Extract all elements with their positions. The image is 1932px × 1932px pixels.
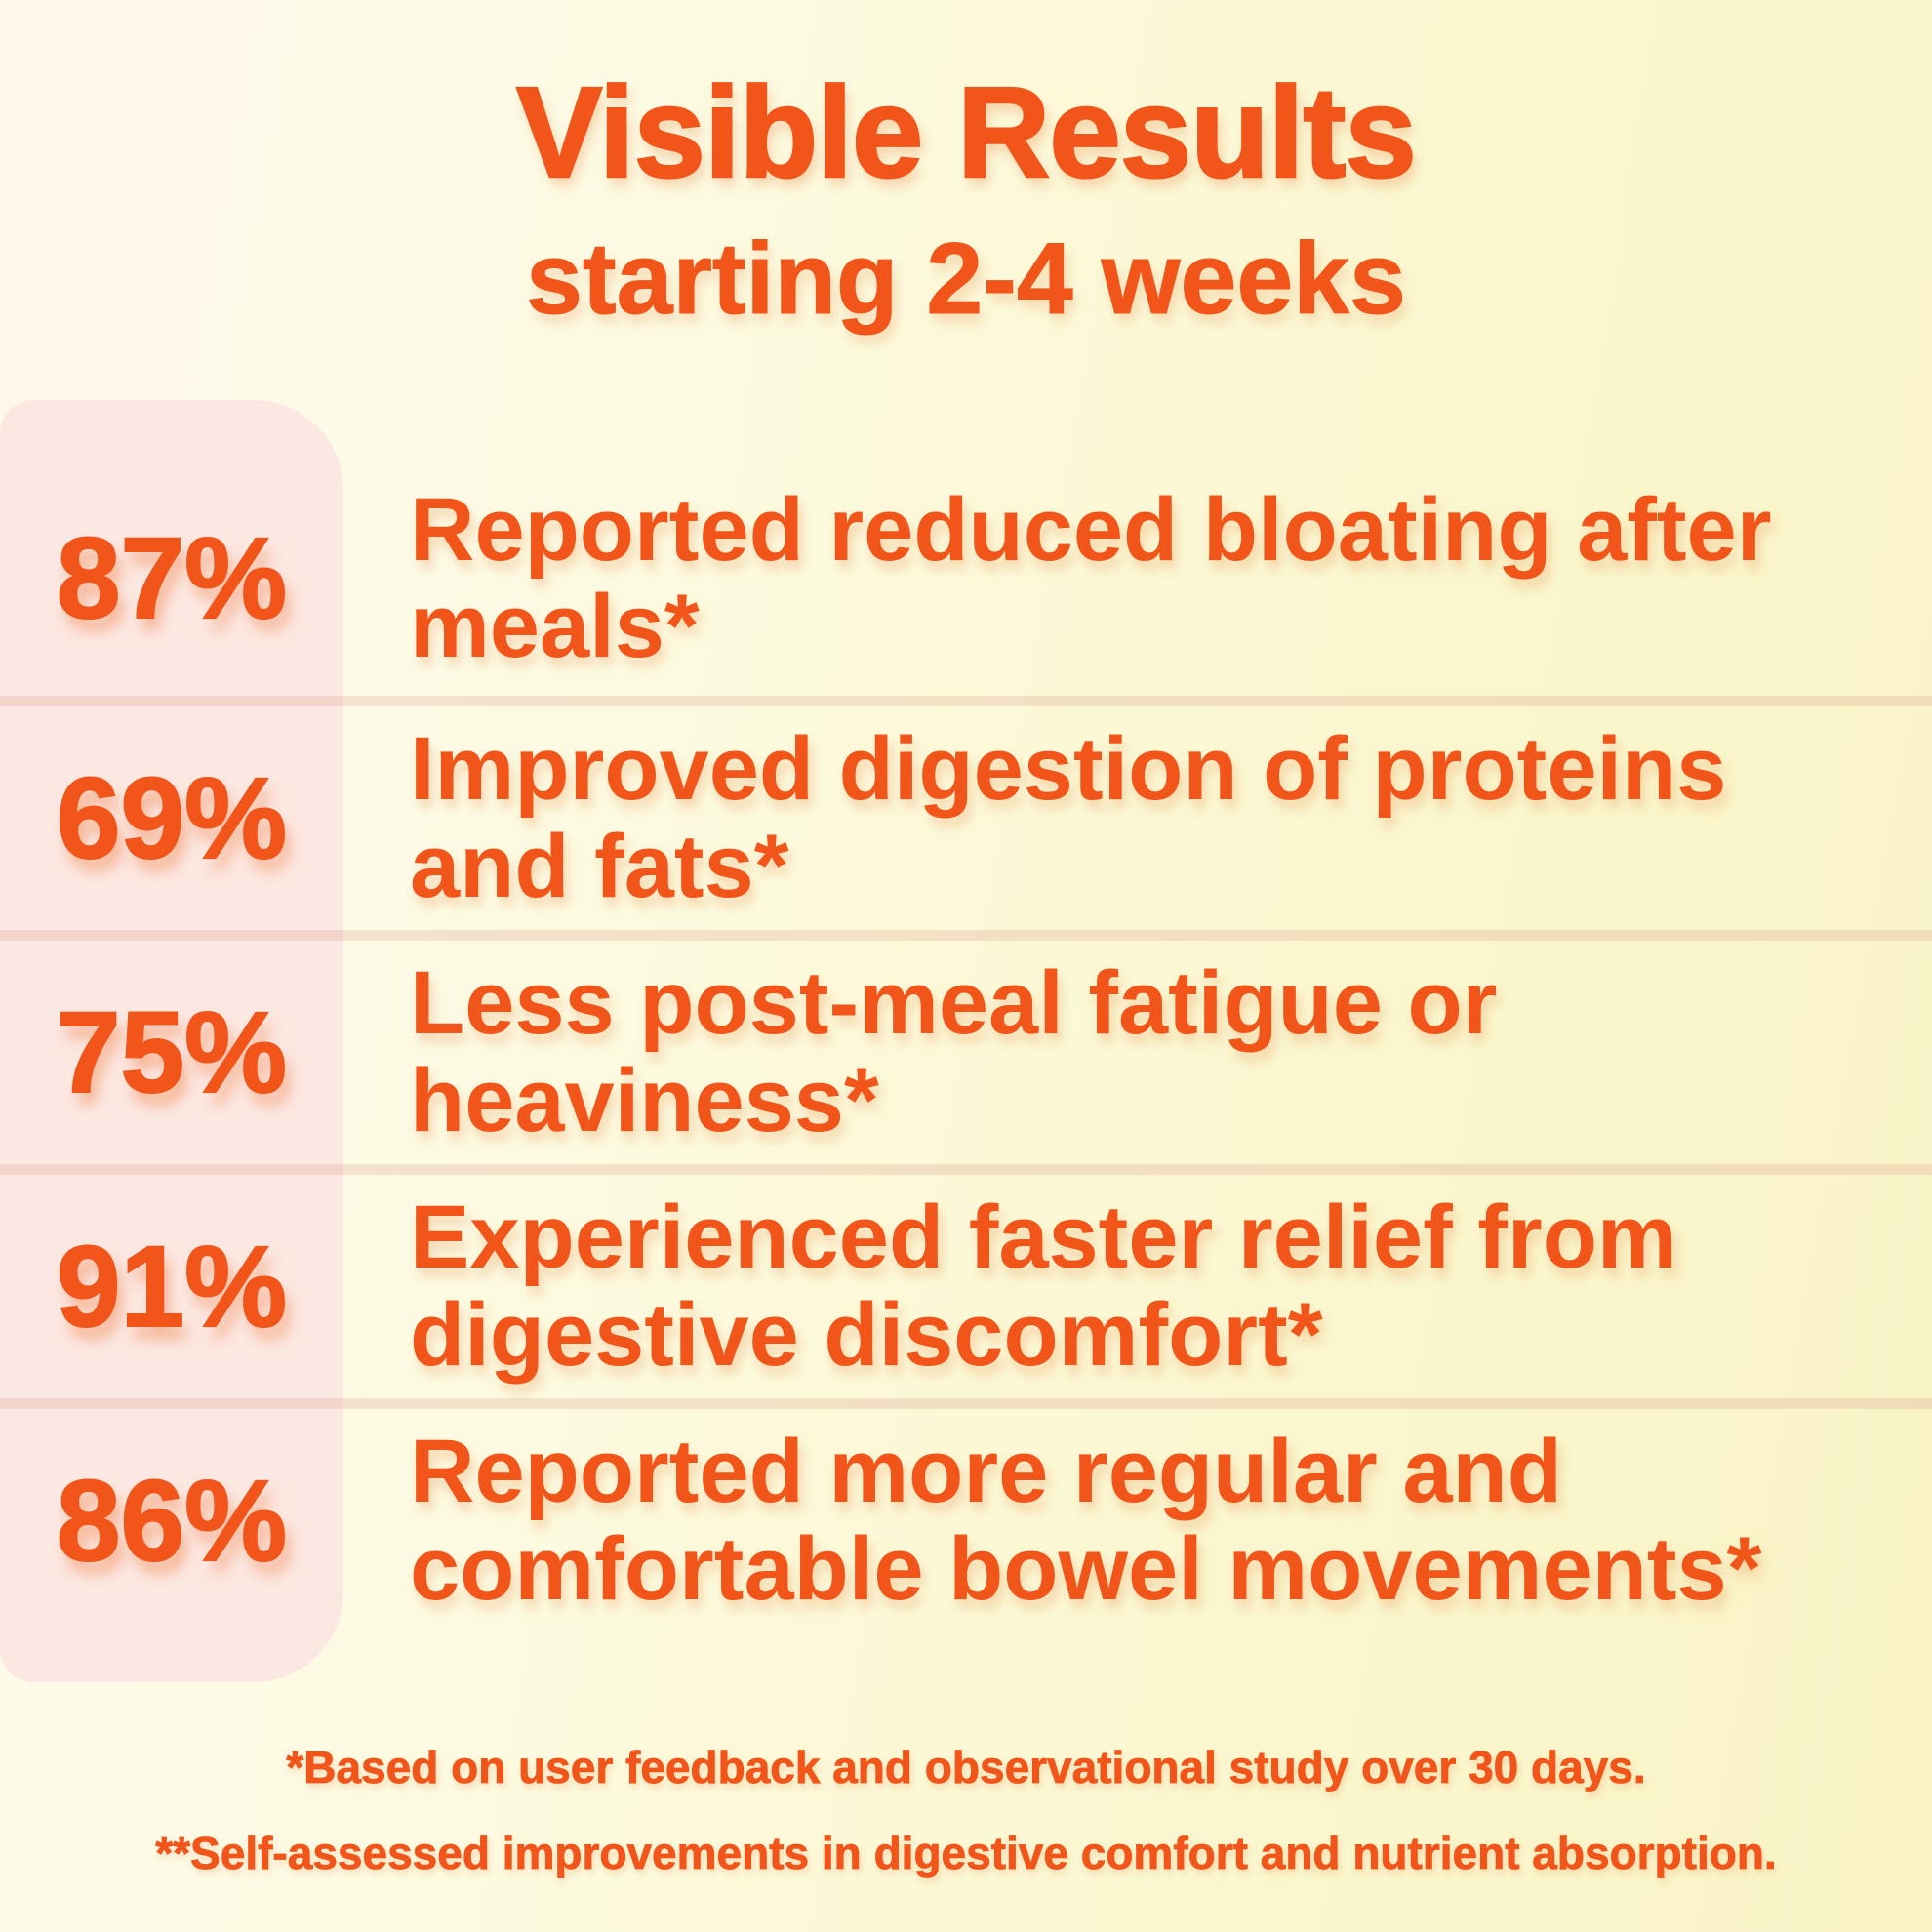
stat-percent: 75% (56, 987, 288, 1118)
stat-description-line: Reported reduced bloating after (410, 479, 1772, 580)
stat-description-line: Experienced faster relief from (410, 1187, 1677, 1288)
stat-row: 86% Reported more regular and comfortabl… (0, 1398, 1932, 1632)
stat-row: 91% Experienced faster relief from diges… (0, 1164, 1932, 1398)
page-title: Visible Results (515, 60, 1418, 204)
stat-description-line: Less post-meal fatigue or (410, 953, 1498, 1054)
stats-list: 87% Reported reduced bloating after meal… (0, 462, 1932, 1632)
stat-row: 87% Reported reduced bloating after meal… (0, 462, 1932, 696)
stat-description-line: and fats* (410, 816, 789, 916)
stat-description-line: Improved digestion of proteins (410, 719, 1727, 820)
stat-description: Improved digestion of proteins and fats* (343, 719, 1727, 916)
percent-panel (0, 400, 343, 1682)
page-subtitle: starting 2-4 weeks (526, 222, 1407, 336)
stat-description-line: heaviness* (410, 1050, 879, 1150)
stat-description: Less post-meal fatigue or heaviness* (343, 953, 1498, 1150)
stat-description: Reported reduced bloating after meals* (343, 479, 1772, 676)
stat-row: 69% Improved digestion of proteins and f… (0, 696, 1932, 930)
stat-percent: 86% (56, 1456, 288, 1587)
stat-description-line: digestive discomfort* (410, 1284, 1323, 1385)
footnote-line: **Self-assessed improvements in digestiv… (155, 1828, 1777, 1878)
footnote-line: *Based on user feedback and observationa… (286, 1742, 1646, 1792)
stat-row: 75% Less post-meal fatigue or heaviness* (0, 930, 1932, 1164)
stat-description-line: meals* (410, 577, 700, 676)
footnotes: *Based on user feedback and observationa… (0, 1742, 1932, 1878)
stat-percent: 91% (56, 1222, 288, 1352)
stat-description: Experienced faster relief from digestive… (343, 1187, 1677, 1385)
stat-description-line: Reported more regular and (410, 1422, 1562, 1522)
stat-percent: 87% (56, 513, 288, 644)
stat-description-line: comfortable bowel movements* (410, 1518, 1762, 1619)
stat-percent: 69% (56, 753, 288, 884)
header: Visible Results starting 2-4 weeks (0, 60, 1932, 336)
stat-description: Reported more regular and comfortable bo… (343, 1422, 1762, 1619)
